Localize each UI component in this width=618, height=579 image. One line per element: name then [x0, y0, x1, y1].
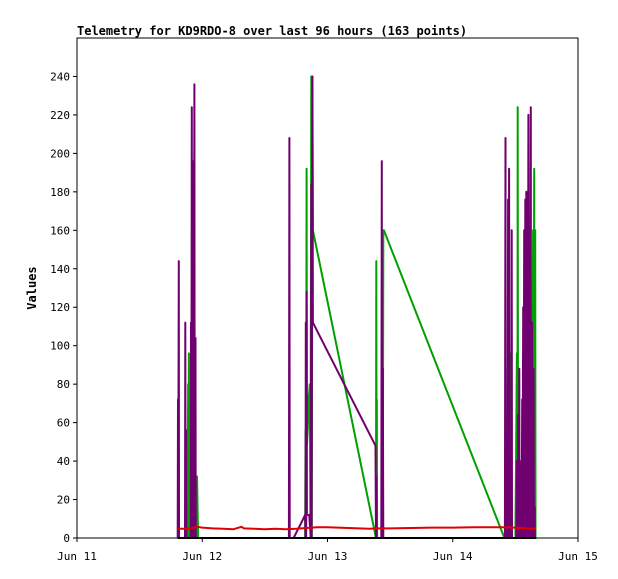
y-tick-label: 240 [50, 70, 70, 83]
y-axis: 0 20 40 60 80 100 120 140 160 180 200 220 240 [50, 70, 77, 545]
y-tick-label: 100 [50, 340, 70, 353]
y-tick-label: 180 [50, 186, 70, 199]
x-tick-label: Jun 11 [57, 550, 97, 563]
series-line-1 [176, 75, 536, 539]
y-tick-label: 140 [50, 263, 70, 276]
y-tick-label: 40 [57, 455, 70, 468]
y-tick-label: 0 [63, 532, 70, 545]
x-tick-label: Jun 13 [308, 550, 348, 563]
y-tick-label: 20 [57, 494, 70, 507]
y-tick-label: 160 [50, 224, 70, 237]
chart-title: Telemetry for KD9RDO-8 over last 96 hour… [77, 24, 467, 38]
y-tick-label: 200 [50, 147, 70, 160]
series-layer [176, 75, 537, 539]
y-axis-title: Values [25, 266, 39, 309]
series-line-2 [177, 525, 537, 531]
plot-area [76, 37, 579, 539]
x-axis: Jun 11 Jun 12 Jun 13 Jun 14 Jun 15 [57, 538, 598, 563]
y-tick-label: 120 [50, 301, 70, 314]
x-tick-label: Jun 12 [182, 550, 222, 563]
x-tick-label: Jun 14 [433, 550, 473, 563]
y-tick-label: 220 [50, 109, 70, 122]
x-tick-label: Jun 15 [558, 550, 598, 563]
y-tick-label: 60 [57, 417, 70, 430]
y-tick-label: 80 [57, 378, 70, 391]
